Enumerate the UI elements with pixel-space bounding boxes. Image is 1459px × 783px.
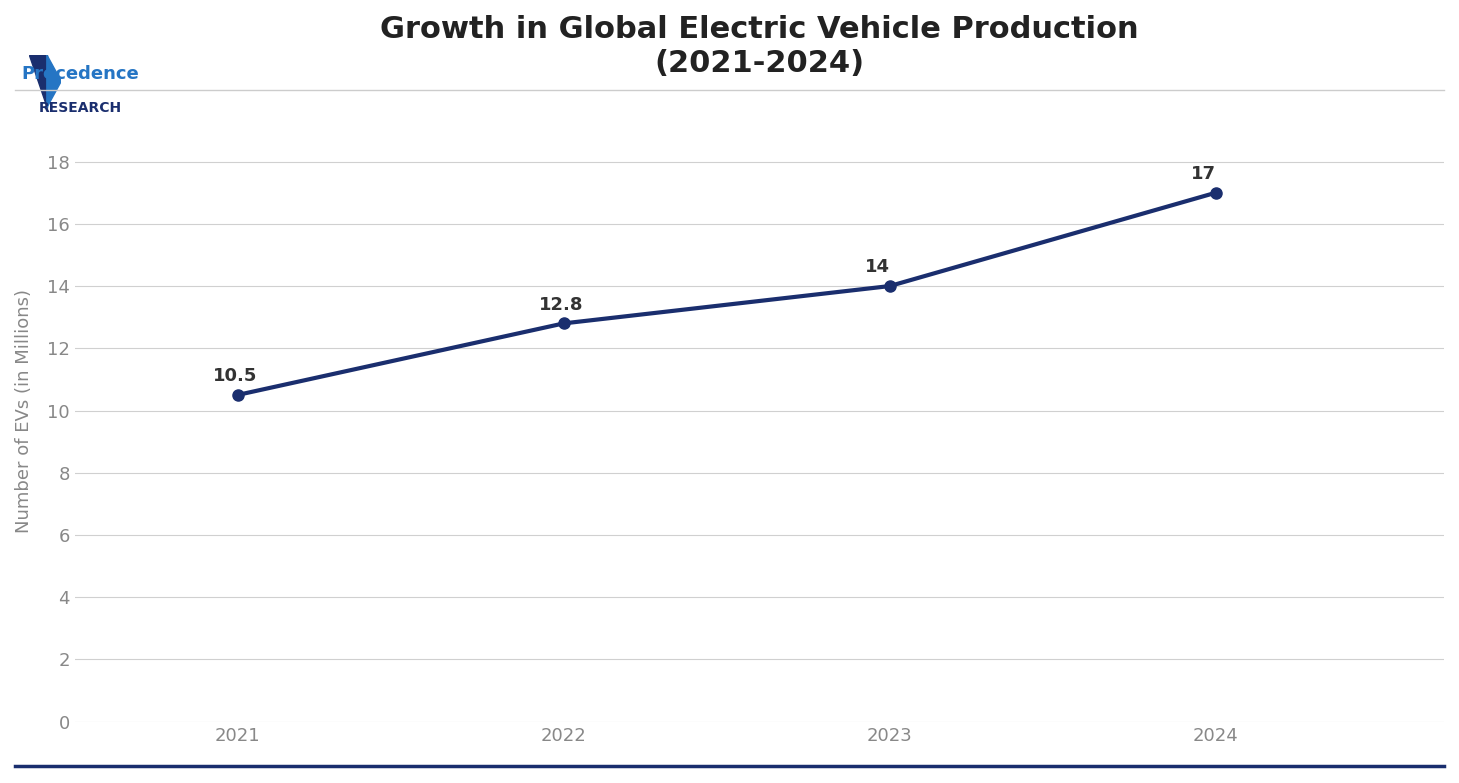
Y-axis label: Number of EVs (in Millions): Number of EVs (in Millions) bbox=[15, 288, 34, 532]
Text: 14: 14 bbox=[865, 258, 890, 276]
Text: 10.5: 10.5 bbox=[213, 367, 257, 385]
Text: Precedence: Precedence bbox=[22, 66, 139, 83]
Polygon shape bbox=[29, 55, 47, 107]
Polygon shape bbox=[47, 55, 61, 107]
Title: Growth in Global Electric Vehicle Production
(2021-2024): Growth in Global Electric Vehicle Produc… bbox=[379, 15, 1138, 78]
Text: 12.8: 12.8 bbox=[538, 295, 584, 313]
Text: 17: 17 bbox=[1191, 165, 1215, 182]
Text: RESEARCH: RESEARCH bbox=[39, 101, 121, 115]
